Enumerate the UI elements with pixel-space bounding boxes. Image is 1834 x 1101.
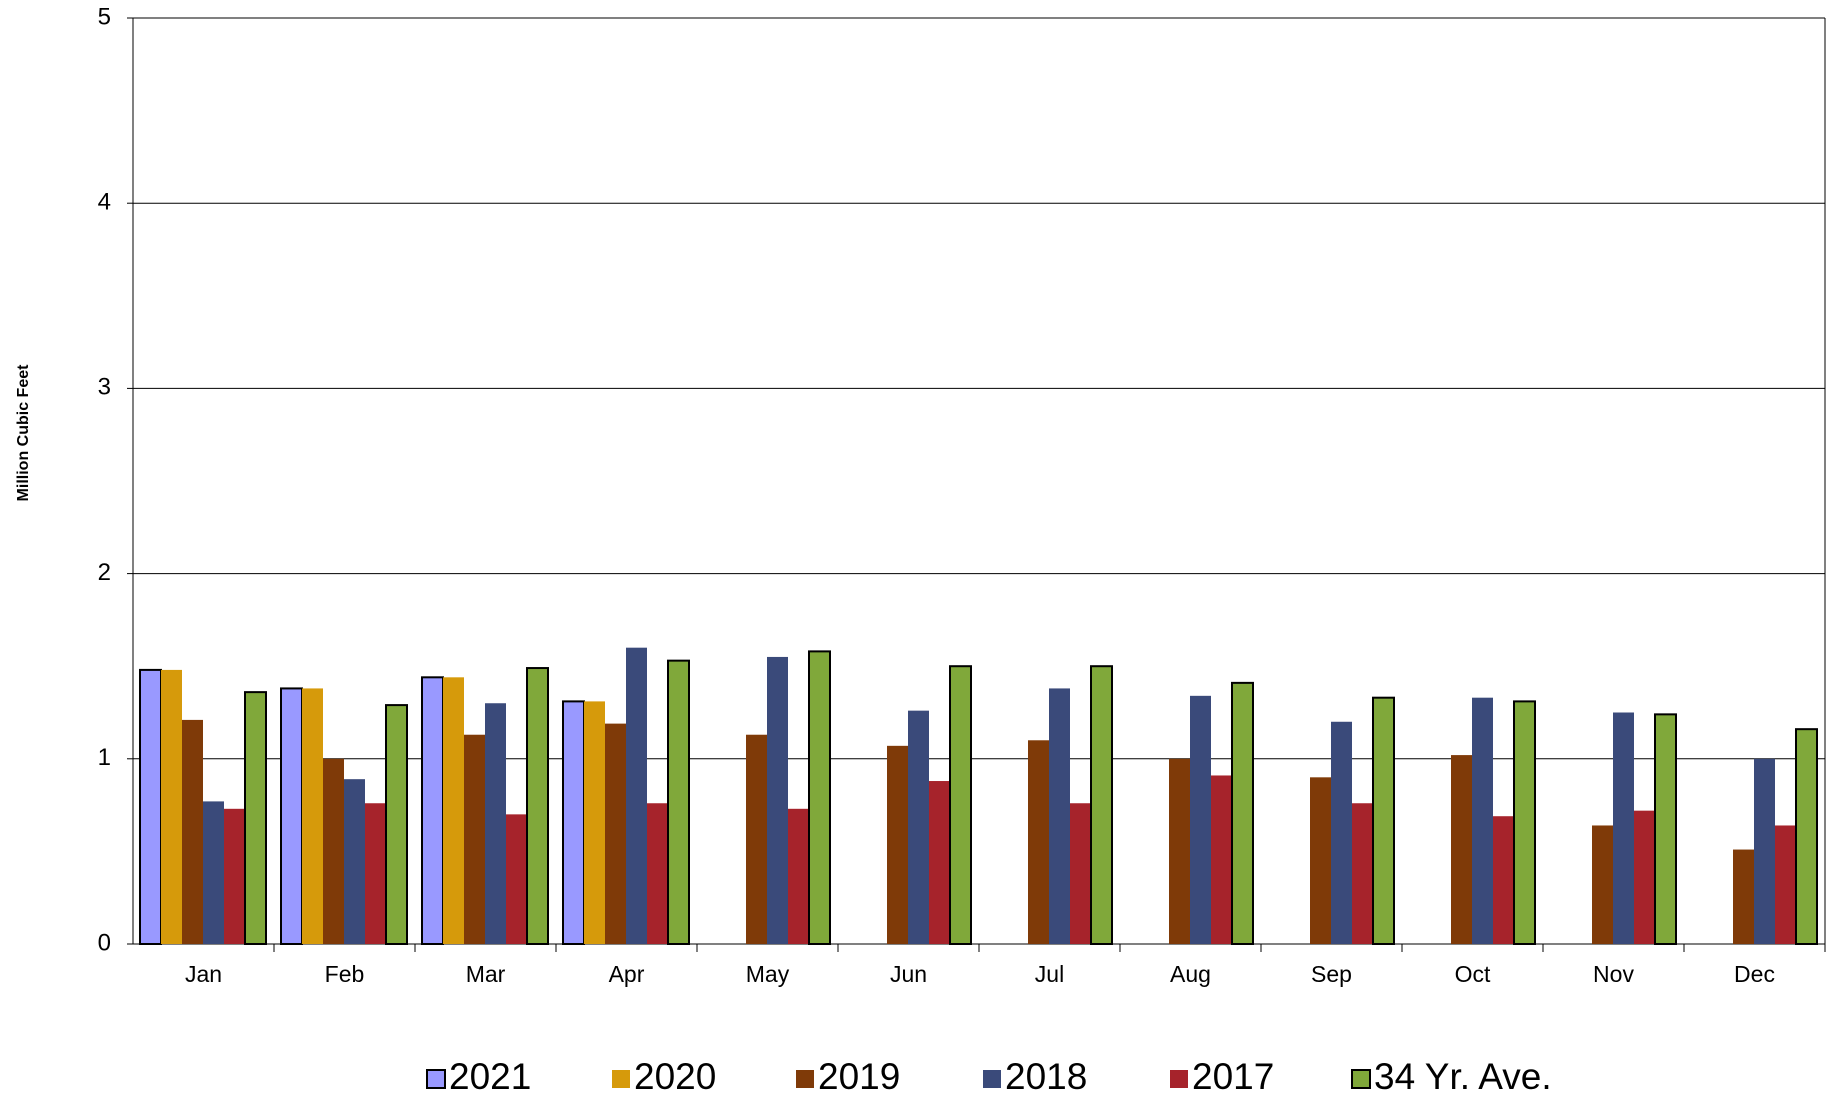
bar [302,688,323,944]
bar [1634,810,1655,944]
bar [1231,681,1254,945]
bar [365,803,386,944]
bar [667,659,690,945]
bar [1169,758,1190,944]
y-tick-label: 1 [98,744,111,771]
bar [1190,695,1211,944]
bar [562,700,585,945]
bar [1513,700,1536,945]
bar [1493,816,1514,944]
y-tick-label: 0 [98,929,111,956]
bar [1310,777,1331,944]
bar [626,647,647,944]
bar [1070,803,1091,944]
bar [385,704,408,945]
bar [1613,712,1634,944]
bar [1049,688,1070,944]
bar [1211,775,1232,944]
legend-swatch [1351,1069,1371,1089]
bar [1372,696,1395,946]
bar [203,801,224,944]
legend-swatch [612,1070,630,1088]
legend-label: 34 Yr. Ave. [1374,1056,1552,1097]
bar [1028,740,1049,944]
bar [1352,803,1373,944]
bar [767,656,788,944]
bar [746,734,767,944]
y-tick-label: 5 [98,3,111,30]
legend-label: 2019 [818,1056,900,1097]
bar [929,781,950,944]
legend-label: 2018 [1005,1056,1087,1097]
legend-swatch [796,1070,814,1088]
legend-swatch [426,1069,446,1089]
x-tick-label: Jul [1035,961,1064,987]
legend-label: 2020 [634,1056,716,1097]
bar [421,676,444,945]
bar [1754,758,1775,944]
bar [949,665,972,945]
bar [161,669,182,944]
bar [1472,697,1493,944]
bar [464,734,485,944]
y-tick-label: 3 [98,374,111,401]
x-tick-label: Sep [1311,961,1352,987]
bar [244,691,267,945]
y-tick-label: 2 [98,559,111,586]
x-tick-label: Nov [1593,961,1634,987]
bar [647,803,668,944]
bar [485,703,506,944]
x-tick-label: Dec [1734,961,1775,987]
x-tick-label: Feb [325,961,365,987]
bar [1331,721,1352,944]
y-tick-label: 4 [98,189,111,216]
bar [1795,728,1818,946]
bar [182,719,203,944]
bar [1592,825,1613,944]
bar [808,650,831,945]
bar [1654,713,1677,945]
bar [139,668,162,945]
bar [1090,665,1113,945]
bar [1775,825,1796,944]
x-tick-label: Jan [185,961,222,987]
bar [788,808,809,944]
bar [526,667,549,945]
legend-swatch [1170,1070,1188,1088]
legend-label: 2017 [1192,1056,1274,1097]
bar [1733,849,1754,944]
bar [605,723,626,944]
legend-label: 2021 [449,1056,531,1097]
bar [323,758,344,944]
bar [584,701,605,944]
x-tick-label: Jun [890,961,927,987]
bar [506,814,527,944]
bar [908,710,929,944]
bar [344,779,365,944]
bar [443,677,464,944]
y-axis-title: Million Cubic Feet [15,364,32,502]
bar [224,808,245,944]
x-tick-label: Oct [1455,961,1491,987]
x-tick-label: Mar [466,961,506,987]
bar [280,687,303,946]
legend-swatch [983,1070,1001,1088]
x-tick-label: May [746,961,790,987]
x-tick-label: Aug [1170,961,1211,987]
x-tick-label: Apr [609,961,645,987]
bar [1451,755,1472,944]
bar [887,745,908,944]
